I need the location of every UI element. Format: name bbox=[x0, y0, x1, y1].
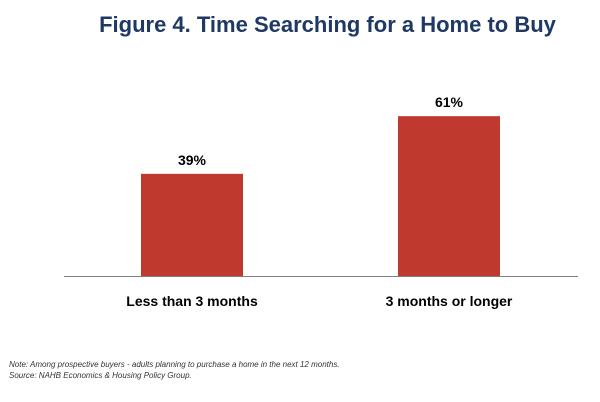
category-label-less-than-3-months: Less than 3 months bbox=[126, 293, 258, 309]
data-label-3-months-or-longer: 61% bbox=[435, 94, 464, 110]
category-label-3-months-or-longer: 3 months or longer bbox=[386, 293, 513, 309]
chart-title: Figure 4. Time Searching for a Home to B… bbox=[99, 12, 556, 37]
footnote-note: Note: Among prospective buyers - adults … bbox=[9, 360, 340, 369]
footnote-source: Source: NAHB Economics & Housing Policy … bbox=[9, 371, 192, 380]
data-label-less-than-3-months: 39% bbox=[178, 152, 207, 168]
bar-3-months-or-longer bbox=[398, 116, 500, 277]
bar-less-than-3-months bbox=[141, 173, 243, 276]
